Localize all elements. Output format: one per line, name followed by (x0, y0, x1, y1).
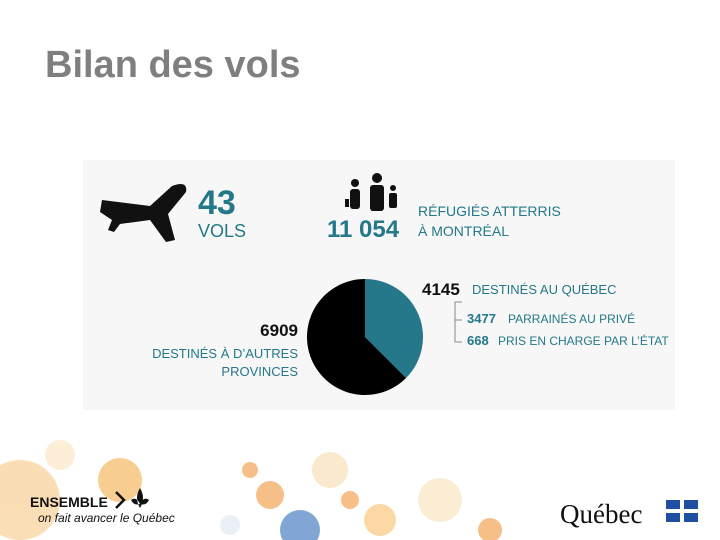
refugees-value: 11 054 (327, 216, 400, 243)
quebec-value: 4145 (422, 280, 460, 299)
chevron (115, 491, 126, 509)
quebec-logo: Québec (560, 499, 642, 529)
slide-title: Bilan des vols (45, 44, 301, 86)
other-label-1: DESTINÉS À D’AUTRES (152, 346, 298, 361)
pie-slice (365, 279, 424, 379)
other-label-2: PROVINCES (221, 364, 298, 379)
flights-label: VOLS (198, 221, 246, 241)
private-value: 3477 (467, 311, 496, 326)
bokeh (0, 440, 502, 540)
plane-icon (100, 184, 187, 242)
quebec-flag (666, 500, 698, 522)
state-value: 668 (467, 333, 489, 348)
refugees-label-2: À MONTRÉAL (418, 223, 509, 239)
quebec-label: DESTINÉS AU QUÉBEC (472, 282, 616, 297)
slogan-main: ENSEMBLE (30, 494, 108, 510)
state-label: PRIS EN CHARGE PAR L’ÉTAT (498, 333, 669, 348)
fleur-de-lis (131, 488, 149, 508)
other-value: 6909 (260, 321, 298, 340)
bracket (454, 301, 462, 343)
pie (307, 279, 424, 396)
pie-slice (307, 279, 407, 396)
flights-value: 43 (198, 184, 236, 222)
refugees-label-1: RÉFUGIÉS ATTERRIS (418, 203, 561, 219)
private-label: PARRAINÉS AU PRIVÉ (508, 311, 635, 326)
slogan-sub: on fait avancer le Québec (38, 511, 175, 525)
family-icon (345, 173, 397, 211)
